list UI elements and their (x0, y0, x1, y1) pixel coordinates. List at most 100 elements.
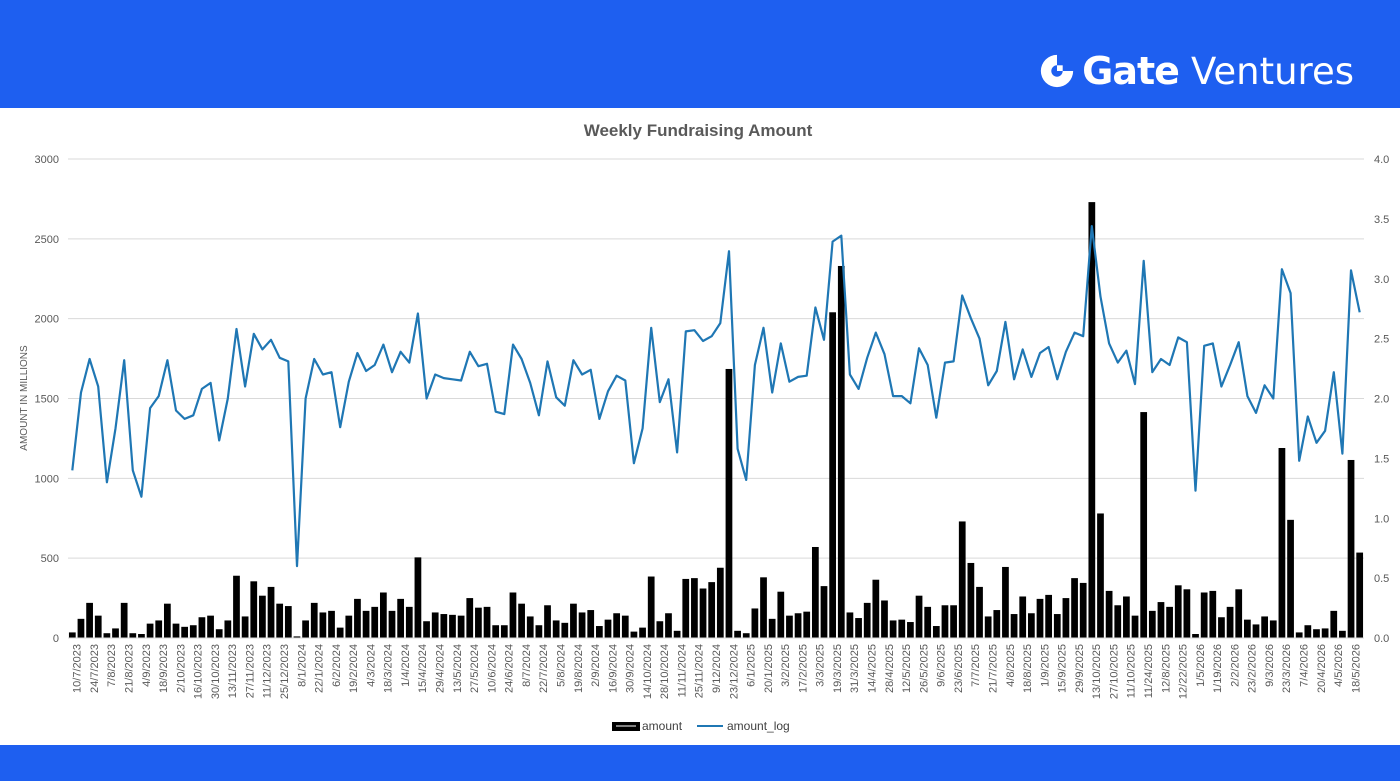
x-tick-label: 8/7/2024 (521, 644, 533, 687)
bar (716, 567, 724, 638)
x-tick-label: 2/9/2024 (590, 644, 602, 687)
bar (561, 622, 569, 638)
x-tick-label: 17/2/2025 (797, 644, 809, 693)
bar (189, 625, 197, 638)
chart: Weekly Fundraising Amount 0 500 1000 1500 20… (19, 121, 1389, 733)
bar (751, 608, 759, 638)
y2-tick-label: 2.5 (1374, 334, 1389, 346)
bar (1174, 585, 1182, 638)
bar (734, 630, 741, 638)
bar (1313, 629, 1320, 638)
x-tick-label: 19/2/2024 (348, 644, 360, 693)
bar (1002, 566, 1009, 638)
bar (526, 616, 534, 638)
y-axis-label: AMOUNT IN MILLIONS (19, 345, 30, 451)
bar (587, 610, 595, 638)
bar (259, 595, 266, 638)
bar (1123, 596, 1130, 638)
bar (475, 607, 482, 638)
bar (863, 602, 871, 638)
bar (198, 617, 206, 638)
x-tick-label: 18/9/2023 (158, 644, 170, 693)
bar (1252, 624, 1260, 638)
bar (146, 623, 154, 638)
x-tick-label: 1/9/2025 (1039, 644, 1051, 687)
brand-sub: Ventures (1190, 49, 1354, 93)
bar (855, 618, 862, 638)
x-tick-label: 28/4/2025 (884, 644, 896, 693)
bar (958, 521, 966, 638)
x-tick-label: 23/12/2024 (728, 644, 740, 699)
x-tick-label: 15/4/2024 (417, 644, 429, 693)
x-tick-label: 25/11/2024 (694, 644, 706, 698)
x-tick-label: 30/9/2024 (625, 644, 637, 693)
bar (500, 625, 508, 638)
bar (1140, 412, 1148, 638)
bar (1088, 202, 1096, 639)
gate-logo-icon (1041, 54, 1074, 88)
bar (1235, 589, 1243, 638)
x-tick-label: 31/3/2025 (849, 644, 861, 693)
bar (1192, 634, 1199, 638)
y2-tick-label: 3.5 (1374, 214, 1389, 226)
x-tick-label: 27/5/2024 (469, 644, 481, 693)
bar (112, 628, 119, 638)
x-tick-label: 28/10/2024 (659, 644, 671, 699)
bar (1304, 625, 1312, 638)
bar (578, 612, 586, 638)
x-tick-label: 4/5/2026 (1333, 644, 1345, 687)
x-tick-label: 12/5/2025 (901, 644, 913, 693)
bar (794, 613, 802, 638)
bar (1114, 605, 1122, 638)
bar (345, 615, 353, 638)
x-tick-label: 10/7/2023 (72, 644, 84, 693)
x-tick-label: 21/8/2023 (123, 644, 135, 693)
bar (898, 619, 906, 638)
bar (388, 610, 396, 638)
bar (354, 598, 361, 638)
x-tick-label: 7/4/2026 (1299, 644, 1311, 687)
y-axis-left: 0 500 1000 1500 2000 2500 3000 (35, 154, 59, 645)
x-tick-label: 16/9/2024 (607, 644, 619, 693)
bar (440, 614, 448, 638)
bar (924, 606, 932, 638)
x-tick-label: 23/6/2025 (953, 644, 965, 693)
bar (932, 626, 940, 638)
bar (630, 631, 638, 638)
y2-tick-label: 1.0 (1374, 513, 1389, 525)
bar (570, 603, 577, 638)
x-tick-label: 16/10/2023 (193, 644, 205, 699)
bar (544, 605, 551, 638)
x-tick-label: 13/11/2023 (227, 644, 239, 698)
bar (1243, 619, 1251, 638)
bar (846, 612, 854, 638)
x-tick-label: 9/3/2026 (1264, 644, 1276, 687)
bar (1105, 590, 1113, 638)
bar (613, 613, 621, 638)
bar (241, 616, 249, 638)
bar (742, 633, 750, 638)
x-tick-label: 30/10/2023 (210, 644, 222, 699)
x-tick-label: 23/3/2026 (1281, 644, 1293, 693)
bar (328, 610, 335, 638)
bar (1019, 596, 1027, 638)
bar (621, 615, 629, 638)
bar (1062, 598, 1070, 638)
x-tick-label: 19/8/2024 (573, 644, 585, 693)
bar (691, 578, 698, 638)
x-tick-label: 8/1/2024 (296, 644, 308, 687)
x-tick-label: 3/2/2025 (780, 644, 792, 687)
bar (457, 615, 465, 638)
brand: Gate Ventures (1038, 52, 1354, 90)
x-tick-label: 7/8/2023 (106, 644, 118, 687)
bar (1053, 614, 1061, 638)
bar (233, 575, 240, 638)
header-band (0, 0, 1400, 108)
bar (1200, 592, 1208, 638)
x-tick-label: 23/2/2026 (1247, 644, 1259, 693)
x-tick-label: 12/22/2025 (1178, 644, 1190, 699)
bar (172, 623, 180, 638)
x-tick-label: 7/7/2025 (970, 644, 982, 687)
bar (1339, 630, 1346, 638)
brand-name: Gate (1082, 49, 1180, 93)
